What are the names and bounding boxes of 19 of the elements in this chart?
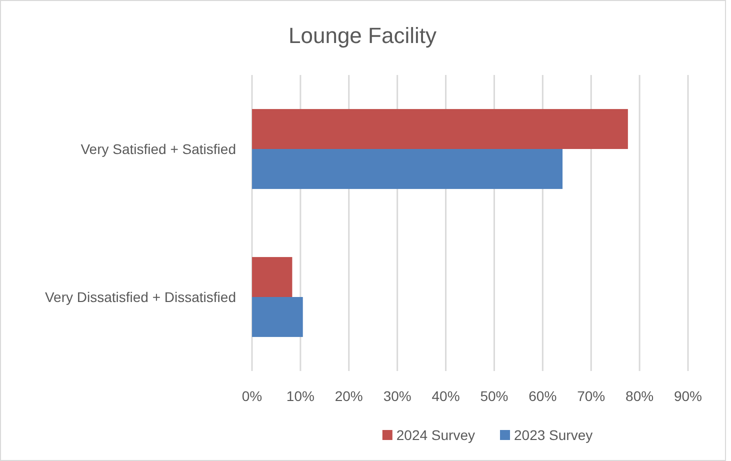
bar — [252, 149, 563, 189]
bar — [252, 109, 628, 149]
y-tick-label: Very Satisfied + Satisfied — [80, 141, 236, 157]
x-tick-label: 10% — [286, 388, 314, 404]
y-tick-label: Very Dissatisfied + Dissatisfied — [44, 289, 236, 305]
x-tick-label: 80% — [626, 388, 654, 404]
chart-title: Lounge Facility — [288, 23, 436, 48]
x-tick-label: 20% — [334, 388, 363, 404]
x-tick-label: 90% — [674, 388, 702, 404]
x-tick-label: 70% — [577, 388, 606, 404]
x-tick-label: 60% — [528, 388, 557, 404]
bar — [252, 297, 303, 337]
x-tick-label: 50% — [480, 388, 508, 404]
legend-label: 2023 Survey — [514, 427, 593, 443]
x-tick-label: 0% — [242, 388, 262, 404]
bar — [252, 257, 292, 297]
x-tick-label: 30% — [383, 388, 412, 404]
x-tick-label: 40% — [432, 388, 460, 404]
legend-label: 2024 Survey — [396, 427, 476, 443]
